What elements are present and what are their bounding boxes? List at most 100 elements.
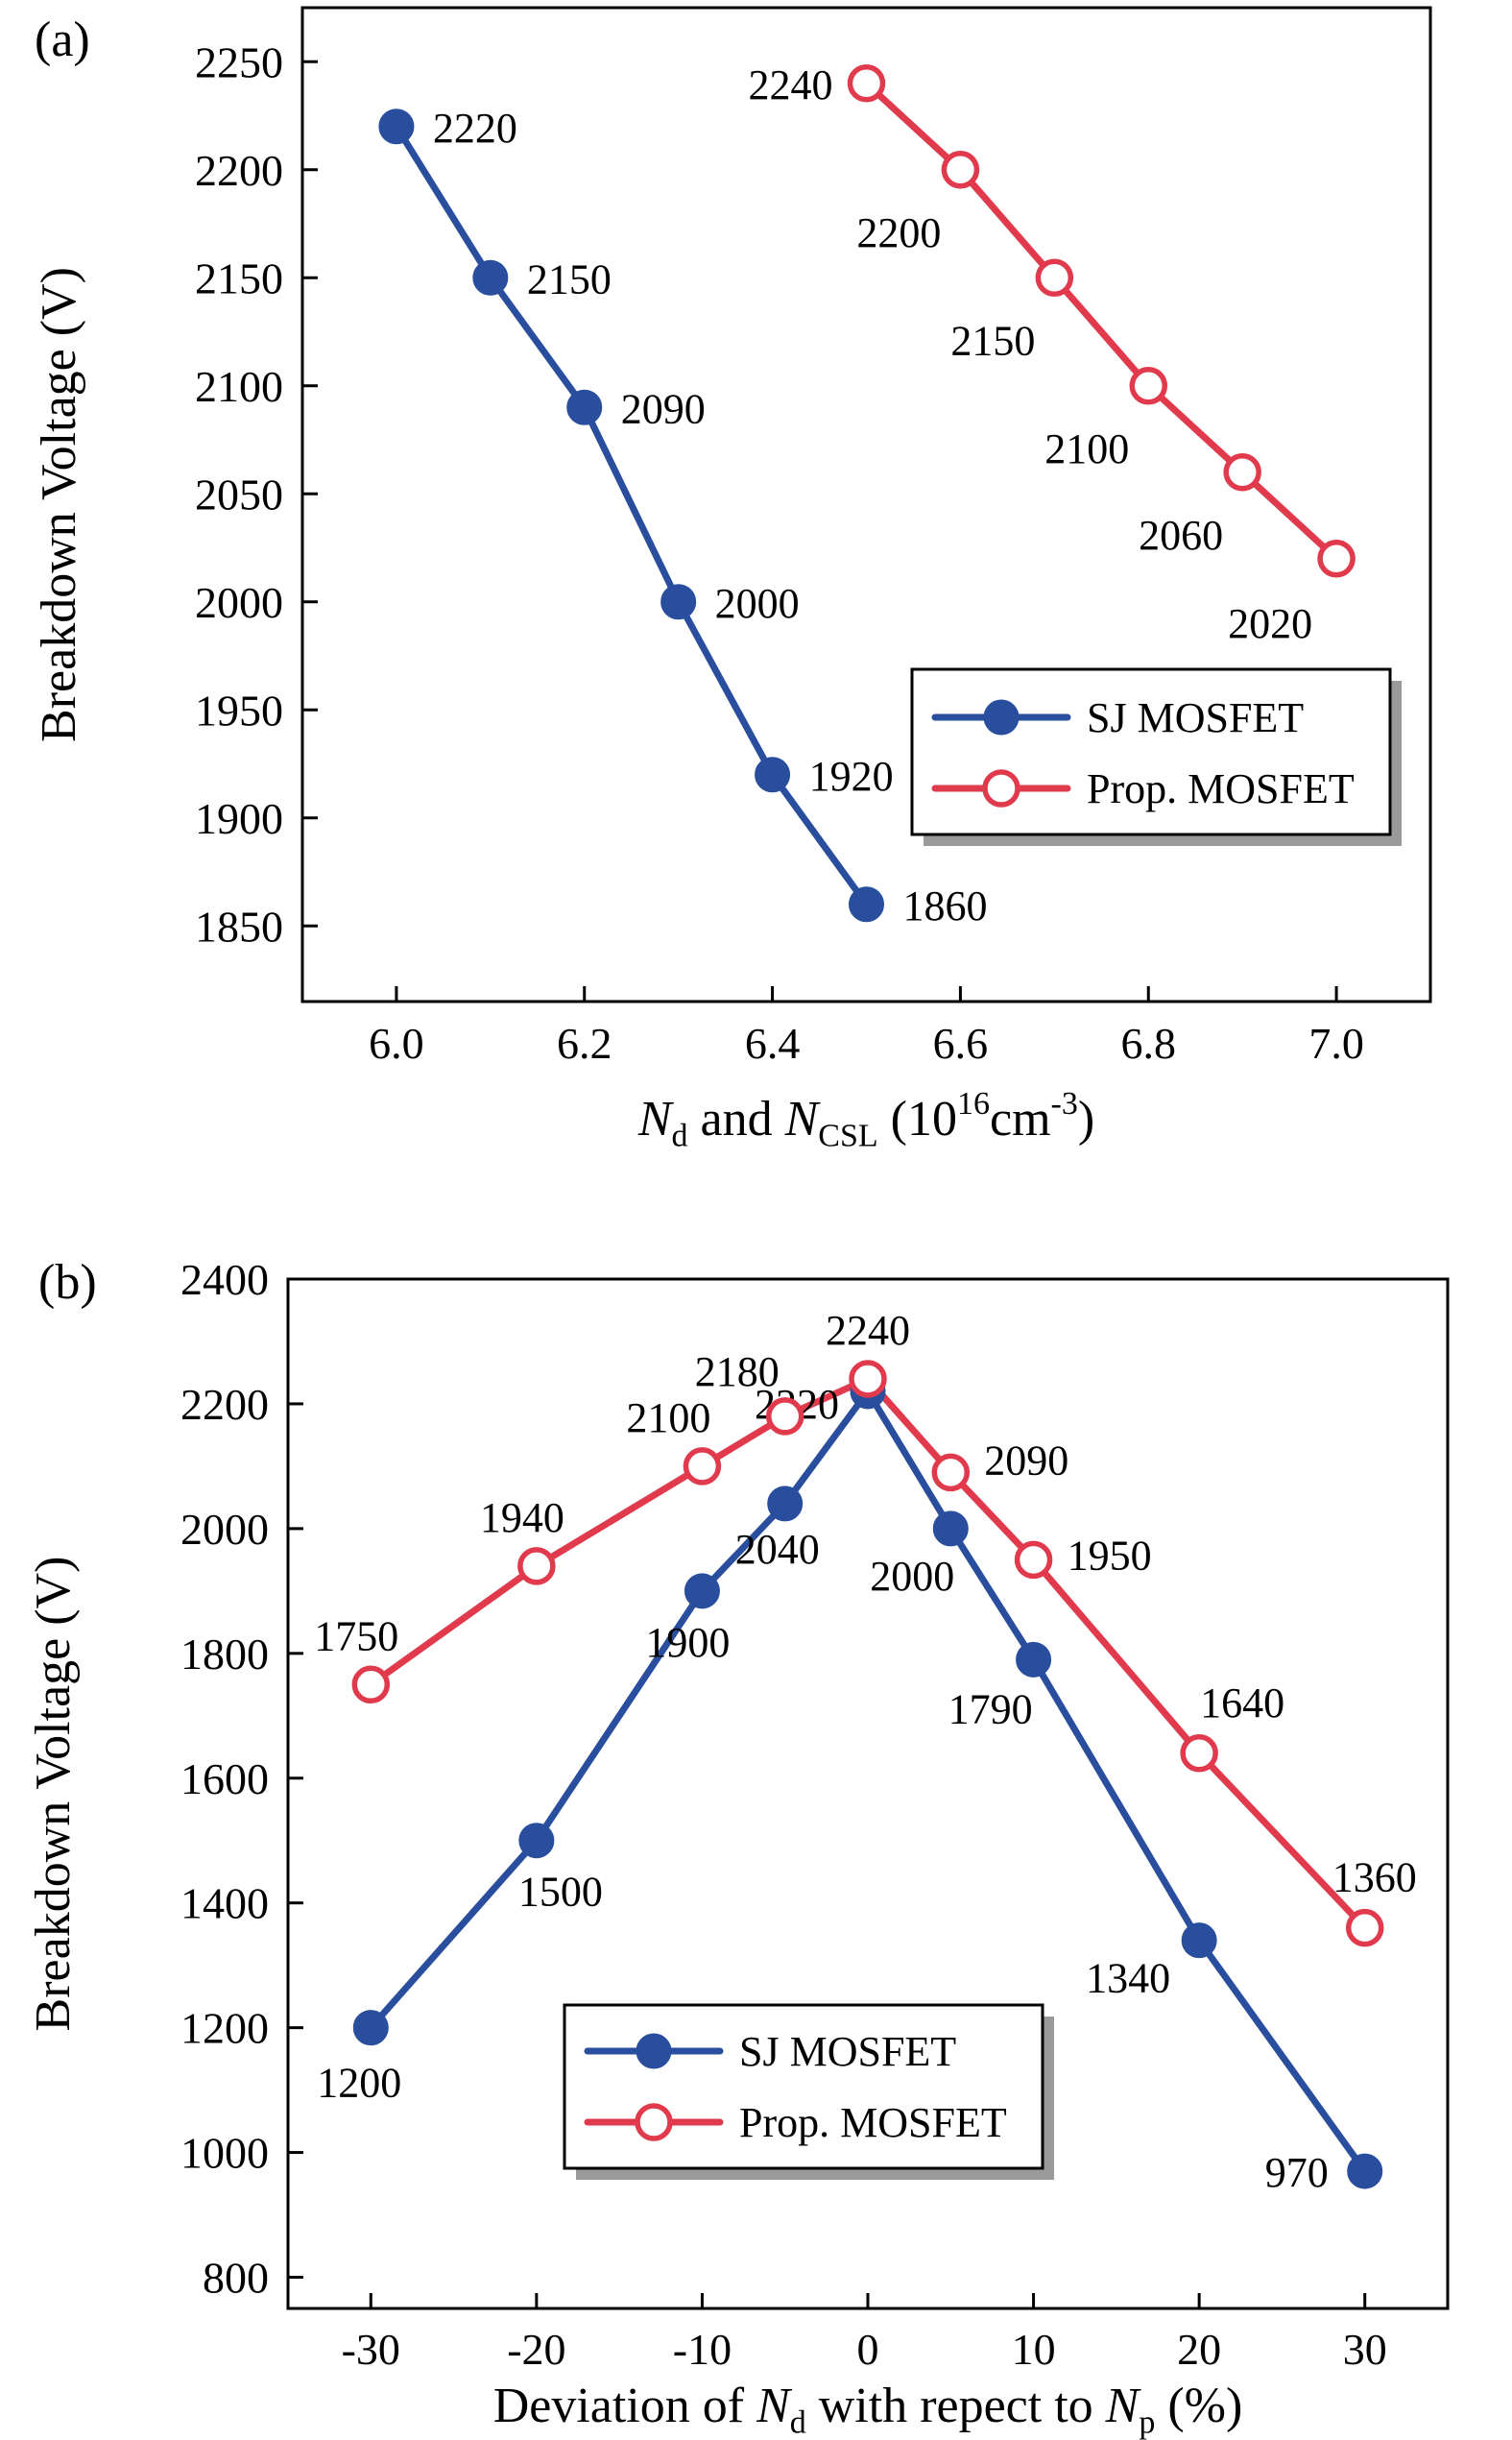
x-tick-label: 30 [1343, 2325, 1387, 2374]
y-tick-label: 1950 [195, 686, 283, 735]
x-axis-title: Deviation of Nd with repect to Np (%) [493, 2379, 1243, 2440]
data-point-marker [1223, 453, 1261, 492]
data-point-label: 2150 [527, 255, 612, 302]
data-point-label: 1920 [809, 753, 894, 800]
data-point-label: 2060 [1139, 512, 1223, 559]
data-point-marker [683, 1447, 722, 1486]
y-tick-label: 800 [203, 2254, 269, 2303]
legend-label: Prop. MOSFET [739, 2099, 1007, 2146]
data-point-marker [472, 259, 509, 296]
data-point-marker [566, 389, 603, 425]
data-point-label: 2100 [1044, 425, 1129, 472]
data-point-marker [941, 151, 980, 189]
data-point-marker [352, 2010, 389, 2046]
data-point-label: 1200 [317, 2060, 401, 2107]
data-point-marker [1345, 1908, 1384, 1947]
y-tick-label: 1600 [180, 1754, 269, 1803]
y-tick-label: 2150 [195, 254, 283, 302]
x-tick-label: 6.2 [557, 1019, 612, 1068]
x-tick-label: 0 [857, 2325, 879, 2374]
data-point-marker [767, 1486, 804, 1522]
panel-b-breakdown-voltage-vs-deviation-chart: -30 -20 -10 0 10 20 30 800 1000 1200 1400 1600 1800 2… [26, 1255, 1450, 2440]
data-point-label: 1940 [480, 1494, 564, 1541]
x-tick-label: 6.8 [1121, 1019, 1177, 1068]
y-tick-label: 2200 [180, 1380, 269, 1429]
y-tick-label: 2100 [195, 362, 283, 411]
data-point-label: 1750 [314, 1612, 398, 1659]
data-point-label: 2040 [735, 1526, 820, 1573]
data-point-marker [1317, 540, 1356, 578]
data-point-label: 2150 [950, 317, 1035, 364]
data-point-label: 2240 [749, 61, 833, 109]
data-point-marker [351, 1665, 391, 1704]
data-point-label: 2090 [621, 385, 706, 432]
data-point-label: 2200 [856, 209, 941, 256]
legend-box [563, 2003, 1044, 2170]
y-tick-label: 1200 [180, 2004, 269, 2053]
panel-a-breakdown-voltage-vs-doping-chart: 6.0 6.2 6.4 6.6 6.8 7.0 1850 1900 1950 2000 2050 21… [32, 6, 1432, 1153]
y-tick-label: 1900 [195, 794, 283, 843]
data-point-label: 1860 [903, 882, 988, 930]
data-point-label: 1360 [1332, 1854, 1417, 1901]
x-axis-title: Nd and NCSL (1016cm-3) [637, 1086, 1094, 1153]
data-point-marker [1035, 258, 1074, 297]
legend-label: SJ MOSFET [739, 2028, 956, 2075]
data-point-marker [1014, 1540, 1053, 1580]
data-point-label: 1640 [1200, 1679, 1284, 1727]
y-axis-title: Breakdown Voltage (V) [26, 1557, 81, 2032]
y-tick-label: 2050 [195, 470, 283, 519]
data-point-label: 970 [1265, 2149, 1329, 2196]
data-point-marker [1181, 1922, 1217, 1959]
data-point-marker [684, 1573, 720, 1609]
data-point-marker [1180, 1734, 1218, 1773]
y-tick-label: 1800 [180, 1630, 269, 1679]
data-point-label: 2090 [984, 1437, 1068, 1484]
y-tick-label: 2000 [180, 1505, 269, 1554]
data-point-marker [378, 109, 415, 145]
data-point-label: 1790 [948, 1685, 1033, 1732]
panel-label: (a) [35, 12, 90, 67]
y-tick-label: 1000 [180, 2129, 269, 2178]
x-tick-label: -20 [507, 2325, 565, 2374]
data-point-marker [849, 1360, 887, 1398]
x-tick-label: 6.6 [933, 1019, 989, 1068]
data-point-marker [1347, 2153, 1383, 2189]
y-tick-label: 2250 [195, 37, 283, 86]
data-point-label: 2240 [826, 1307, 910, 1354]
data-point-marker [1129, 367, 1167, 405]
data-point-label: 1900 [645, 1619, 730, 1666]
data-point-label: 1340 [1086, 1955, 1170, 2002]
data-point-marker [517, 1547, 556, 1585]
y-tick-label: 2200 [195, 146, 283, 195]
legend-marker [636, 2033, 672, 2069]
data-point-label: 2000 [715, 580, 800, 627]
x-tick-label: -10 [673, 2325, 732, 2374]
data-point-marker [755, 757, 791, 793]
y-tick-label: 2400 [180, 1255, 269, 1304]
data-point-label: 1500 [518, 1869, 603, 1916]
x-tick-label: -30 [342, 2325, 400, 2374]
legend-marker [635, 2103, 673, 2141]
data-point-marker [518, 1823, 555, 1859]
panel-label: (b) [38, 1255, 97, 1310]
series-line-0 [393, 123, 870, 908]
plot-frame [300, 6, 1432, 1003]
y-tick-label: 1400 [180, 1879, 269, 1928]
x-tick-label: 10 [1012, 2325, 1056, 2374]
data-point-label: 2000 [870, 1553, 954, 1600]
data-point-marker [765, 1397, 804, 1436]
x-tick-label: 20 [1177, 2325, 1221, 2374]
legend-label: SJ MOSFET [1087, 694, 1304, 741]
data-point-marker [849, 886, 884, 923]
data-point-label: 2180 [695, 1348, 780, 1395]
series-line-1 [863, 80, 1340, 563]
y-tick-label: 1850 [195, 902, 283, 951]
data-point-marker [847, 64, 886, 103]
data-point-label: 2020 [1228, 600, 1312, 647]
data-point-label: 2220 [433, 105, 517, 152]
data-point-label: 2100 [626, 1394, 710, 1441]
y-axis-title: Breakdown Voltage (V) [32, 267, 86, 742]
x-tick-label: 7.0 [1308, 1019, 1364, 1068]
x-tick-label: 6.0 [369, 1019, 424, 1068]
